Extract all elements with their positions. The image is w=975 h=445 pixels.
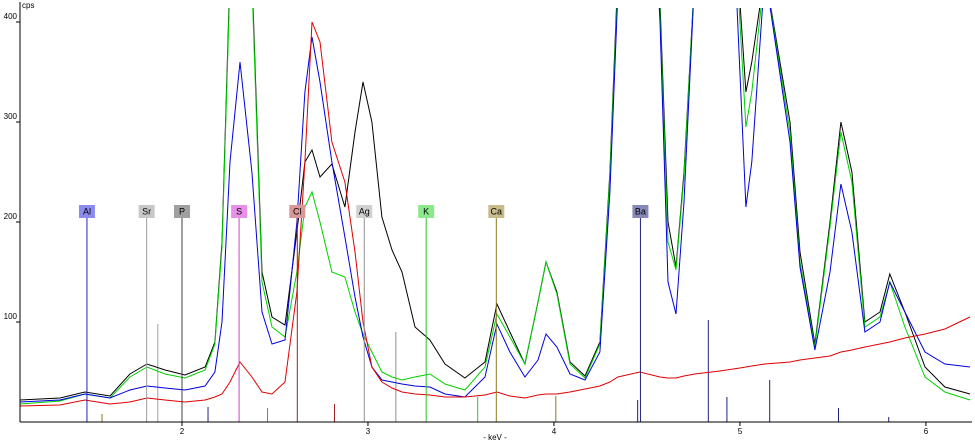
spectrum-line bbox=[20, 8, 971, 403]
element-box bbox=[78, 205, 95, 218]
x-tick-label: 3 bbox=[366, 427, 371, 436]
element-label: S bbox=[236, 206, 242, 216]
element-label: Al bbox=[83, 206, 91, 216]
element-box bbox=[231, 205, 248, 218]
element-box bbox=[289, 205, 306, 218]
spectrum-line bbox=[20, 8, 971, 401]
spectrum-line bbox=[20, 21, 971, 407]
element-box bbox=[173, 205, 190, 218]
y-tick-label: 400 bbox=[4, 12, 18, 21]
element-box bbox=[356, 205, 373, 218]
element-box bbox=[138, 205, 155, 218]
element-label: Ag bbox=[359, 206, 370, 216]
element-label: K bbox=[423, 206, 429, 216]
x-tick-label: 2 bbox=[180, 427, 185, 436]
element-box bbox=[418, 205, 435, 218]
x-axis-label: - keV - bbox=[483, 433, 507, 442]
y-tick-label: 200 bbox=[4, 212, 18, 221]
x-tick-label: 6 bbox=[924, 427, 929, 436]
y-tick-label: 100 bbox=[4, 312, 18, 321]
element-box bbox=[632, 205, 649, 218]
x-tick-label: 5 bbox=[738, 427, 743, 436]
spectrum-line bbox=[20, 8, 971, 405]
element-box bbox=[488, 205, 505, 218]
y-unit: cps bbox=[22, 1, 34, 10]
element-label: Sr bbox=[142, 206, 151, 216]
element-label: Ca bbox=[491, 206, 503, 216]
y-tick-label: 300 bbox=[4, 112, 18, 121]
element-label: Ba bbox=[635, 206, 646, 216]
x-tick-label: 4 bbox=[552, 427, 557, 436]
element-label: P bbox=[179, 206, 185, 216]
element-label: Cl bbox=[293, 206, 302, 216]
